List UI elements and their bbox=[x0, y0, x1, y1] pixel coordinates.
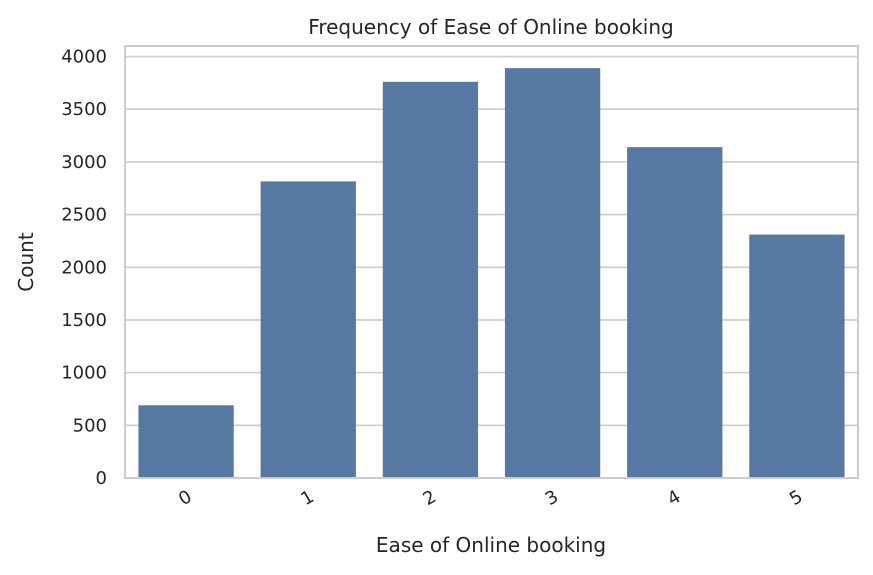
bar-4 bbox=[627, 147, 723, 478]
y-tick-label: 500 bbox=[73, 415, 107, 436]
y-tick-label: 1000 bbox=[61, 363, 107, 384]
y-tick-label: 2500 bbox=[61, 205, 107, 226]
bar-3 bbox=[504, 68, 601, 478]
x-tick-label: 1 bbox=[297, 486, 317, 510]
x-tick-label: 3 bbox=[542, 486, 562, 510]
bars bbox=[138, 68, 845, 478]
x-tick-label: 5 bbox=[786, 486, 806, 510]
x-tick-label: 4 bbox=[664, 486, 684, 510]
x-tick-label: 2 bbox=[419, 486, 439, 510]
bar-0 bbox=[138, 405, 234, 478]
y-axis-label: Count bbox=[14, 232, 38, 292]
y-tick-label: 1500 bbox=[61, 310, 107, 331]
y-tick-labels: 0 500 1000 1500 2000 2500 3000 3500 4000 bbox=[61, 47, 107, 489]
x-tick-labels: 0 1 2 3 4 5 bbox=[175, 486, 806, 510]
plot-frame bbox=[124, 45, 859, 479]
chart-title: Frequency of Ease of Online booking bbox=[308, 15, 673, 39]
x-axis-label: Ease of Online booking bbox=[376, 533, 606, 557]
x-tick-label: 0 bbox=[175, 486, 195, 510]
y-tick-label: 4000 bbox=[61, 47, 107, 68]
y-tick-label: 0 bbox=[96, 468, 107, 489]
bar-1 bbox=[260, 181, 356, 478]
y-tick-label: 2000 bbox=[61, 257, 107, 278]
y-tick-label: 3000 bbox=[61, 152, 107, 173]
grid-lines bbox=[125, 55, 858, 479]
bar-5 bbox=[749, 234, 845, 478]
y-tick-label: 3500 bbox=[61, 99, 107, 120]
bar-2 bbox=[382, 81, 479, 478]
